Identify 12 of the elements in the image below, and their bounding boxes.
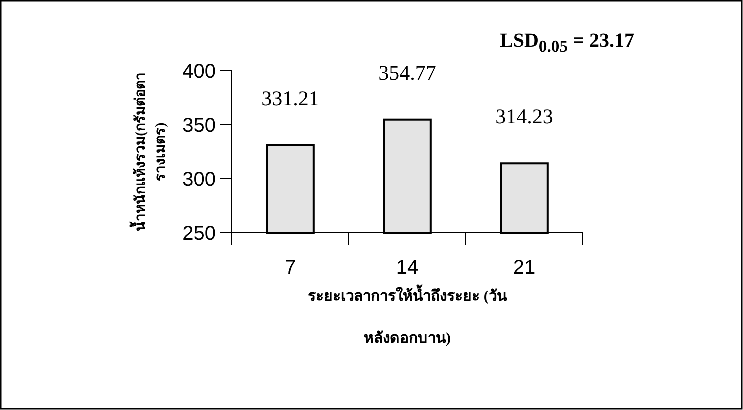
y-tick-label: 400 xyxy=(182,61,216,83)
text: LSD$_{0.05}$ = 23.17 xyxy=(500,30,634,56)
data-label: 314.23 xyxy=(496,104,554,129)
y-tick-label: 350 xyxy=(182,115,216,137)
x-tick-label: 14 xyxy=(396,257,419,279)
data-label: 331.21 xyxy=(262,86,320,110)
data-label: 354.77 xyxy=(378,60,436,85)
x-tick-label: 21 xyxy=(513,257,536,279)
y-tick-label: 250 xyxy=(182,223,216,245)
y-tick-label: 300 xyxy=(182,169,216,191)
y-axis-title: น้ำหนักแห้งรวม(กรัมต่อตารางเมตร) xyxy=(132,72,170,234)
x-tick-label: 7 xyxy=(284,257,296,279)
